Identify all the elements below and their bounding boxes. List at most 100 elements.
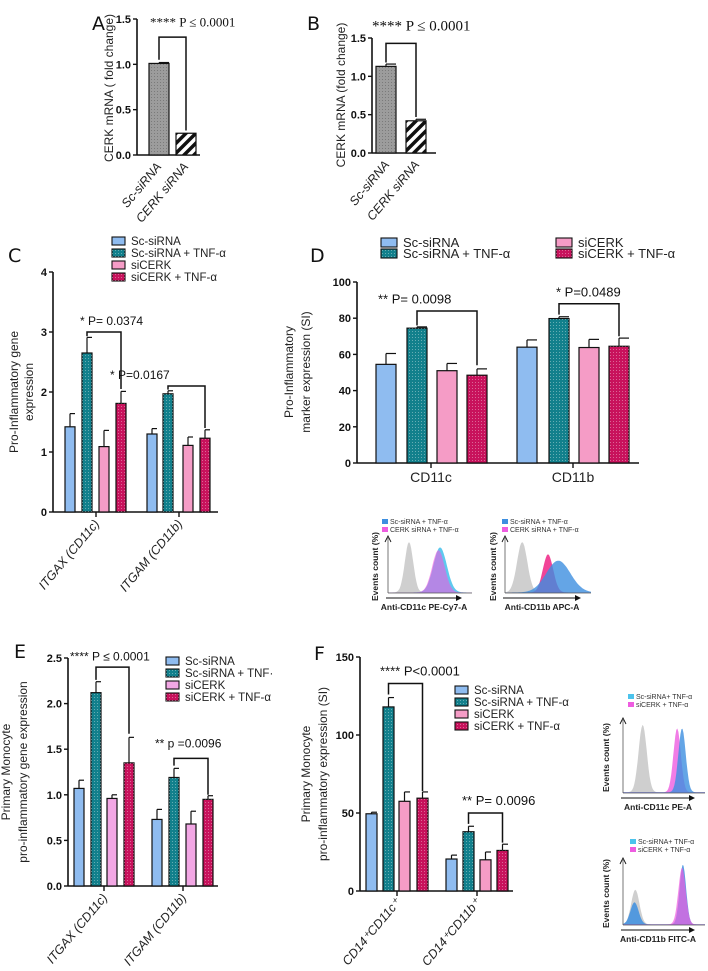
flow-legend-label: CERK siRNA + TNF-α — [510, 527, 579, 534]
y-tick-label: 0.0 — [116, 150, 131, 162]
y-axis-label: CERK mRNA (fold change) — [334, 23, 348, 168]
histogram-curve — [388, 550, 472, 593]
legend-item: siCERK + TNF-α — [555, 246, 676, 261]
histogram-curve — [623, 868, 705, 925]
bar-pattern — [176, 133, 196, 155]
flow-legend-swatch — [502, 519, 508, 524]
p-value-annotation: ** P= 0.0096 — [462, 793, 535, 808]
bar-pattern — [407, 328, 427, 463]
flow-y-label: Events count (%) — [601, 723, 611, 792]
flow-legend-swatch — [382, 519, 388, 524]
y-axis-label: Primary Monocyte — [299, 725, 313, 822]
arrow-up-icon — [619, 856, 627, 865]
legend-label: Sc-siRNA + TNF· — [185, 668, 273, 680]
bar-pattern — [383, 706, 394, 891]
bar — [185, 823, 197, 887]
histogram-curve — [388, 547, 472, 593]
histogram-curve — [623, 724, 705, 793]
y-axis-label: CERK mRNA ( fold change) — [102, 14, 116, 162]
legend-item: Sc-siRNA — [111, 236, 181, 248]
x-tick-label: CD14⁺CD11b⁺ — [419, 895, 484, 969]
flow-legend-label: Sc-siRNA+ TNF-α — [636, 694, 692, 701]
flow-legend-label: Sc-siRNA + TNF-α — [510, 519, 568, 526]
flow-legend-swatch — [628, 702, 634, 707]
legend-item: siCERK + TNF-α — [454, 721, 560, 733]
bar-pattern — [163, 393, 173, 512]
legend-swatch-pattern — [556, 249, 572, 258]
legend-item: Sc-siRNA + TNF· — [165, 668, 273, 680]
significance-bracket — [558, 302, 620, 337]
p-value-annotation: **** P ≤ 0.0001 — [70, 650, 150, 664]
arrow-right-icon — [456, 595, 462, 601]
p-value-annotation: ** p =0.0096 — [155, 736, 222, 750]
legend-swatch — [454, 709, 469, 719]
flow-legend-swatch — [630, 839, 636, 844]
legend-item: siCERK + TNF-α — [165, 692, 271, 704]
y-axis-label: Pro-Inflammatory — [282, 326, 296, 418]
legend-item: siCERK — [454, 709, 515, 721]
y-tick-label: 0 — [345, 458, 351, 470]
bar — [375, 363, 397, 464]
panel-label: E — [14, 641, 26, 663]
y-tick-label: 1.5 — [351, 33, 366, 45]
bar-pattern — [417, 798, 428, 891]
p-value-annotation: ** P= 0.0098 — [378, 292, 451, 307]
legend-item: Sc-siRNA — [454, 685, 524, 697]
legend-label: Sc-siRNA — [185, 656, 235, 668]
y-tick-label: 1.0 — [47, 790, 62, 802]
legend-item: Sc-siRNA — [380, 235, 460, 250]
y-tick-label: 3 — [41, 327, 47, 339]
p-value-annotation: * P=0.0167 — [110, 368, 170, 382]
flow-legend-swatch — [502, 527, 508, 532]
histogram-curve — [623, 902, 705, 925]
y-tick-label: 1.5 — [116, 14, 131, 26]
legend-label: siCERK — [474, 709, 515, 721]
significance-bracket — [467, 812, 504, 843]
bar-pattern — [124, 762, 134, 886]
legend-swatch — [111, 236, 126, 246]
histogram-curve — [623, 728, 705, 793]
legend-label: siCERK + TNF-α — [131, 272, 217, 284]
y-tick-label: 2 — [41, 387, 47, 399]
y-axis-label: pro-inflammatory expression (SI) — [316, 687, 330, 861]
panel-label: B — [307, 13, 320, 35]
significance-bracket — [86, 331, 122, 389]
flow-x-label: Anti-CD11c PE-A — [624, 802, 692, 812]
arrow-up-icon — [501, 534, 509, 543]
p-value-annotation: **** P<0.0001 — [380, 664, 460, 679]
flow-legend-label: siCERK + TNF-α — [638, 847, 690, 854]
flow-legend-swatch — [382, 527, 388, 532]
legend-label: siCERK + TNF-α — [185, 692, 271, 704]
legend-label: Sc-siRNA — [131, 236, 181, 248]
y-tick-label: 20 — [339, 422, 351, 434]
bar — [98, 446, 110, 513]
flow-x-label: Anti-CD11b FITC-A — [620, 934, 696, 944]
y-tick-label: 40 — [339, 386, 351, 398]
legend-item: siCERK — [555, 235, 624, 250]
y-axis-label: Primary Monocyte — [0, 723, 13, 820]
x-tick-label: CD11b — [552, 469, 595, 485]
significance-bracket — [173, 757, 209, 795]
y-tick-label: 2.5 — [47, 653, 62, 665]
flow-legend-swatch — [628, 694, 634, 699]
bar-pattern — [406, 120, 426, 153]
panel-label: F — [314, 643, 325, 665]
panel-f: F 0 50 100 150 Primary Monocyte pro-inflammato… — [299, 643, 569, 969]
legend-swatch — [165, 680, 180, 690]
significance-bracket — [385, 42, 417, 117]
y-tick-label: 0 — [41, 507, 47, 519]
y-axis-label: Pro-Inflammatory gene — [7, 331, 21, 453]
legend-item: Sc-siRNA — [165, 656, 235, 668]
bar-pattern — [549, 318, 569, 463]
x-tick-label: CD14⁺CD11c⁺ — [340, 895, 405, 968]
y-tick-label: 100 — [336, 730, 354, 742]
arrow-right-icon — [689, 927, 695, 933]
legend-swatch-pattern — [112, 273, 125, 281]
arrow-right-icon — [575, 595, 581, 601]
flow-legend-swatch — [630, 847, 636, 852]
bar — [151, 818, 163, 887]
